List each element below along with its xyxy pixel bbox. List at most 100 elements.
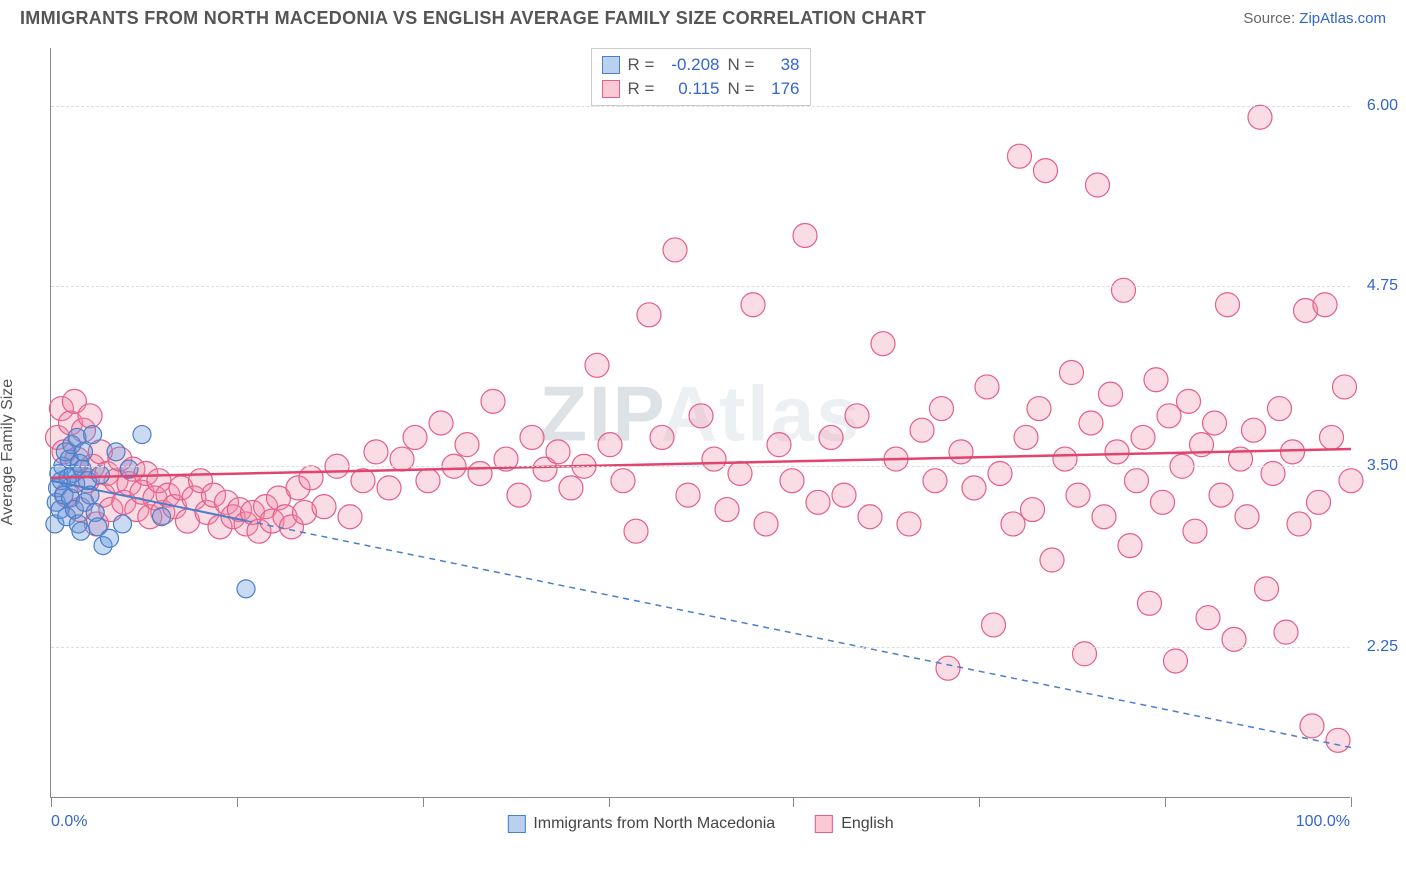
scatter-point — [585, 353, 609, 377]
scatter-point — [689, 404, 713, 428]
scatter-point — [377, 476, 401, 500]
y-axis-label: Average Family Size — [0, 379, 17, 525]
scatter-point — [237, 580, 255, 598]
scatter-point — [364, 440, 388, 464]
scatter-point — [559, 476, 583, 500]
scatter-point — [1339, 469, 1363, 493]
scatter-point — [845, 404, 869, 428]
legend-label-blue: Immigrants from North Macedonia — [533, 815, 775, 833]
scatter-point — [1320, 425, 1344, 449]
gridline — [51, 286, 1350, 287]
scatter-point — [650, 425, 674, 449]
source-attribution: Source: ZipAtlas.com — [1243, 10, 1386, 27]
chart-title: IMMIGRANTS FROM NORTH MACEDONIA VS ENGLI… — [20, 8, 926, 29]
scatter-point — [930, 397, 954, 421]
scatter-point — [416, 469, 440, 493]
scatter-point — [1105, 440, 1129, 464]
trend-line — [246, 521, 1351, 748]
x-tick — [51, 797, 52, 807]
scatter-point — [468, 461, 492, 485]
source-link[interactable]: ZipAtlas.com — [1299, 10, 1386, 27]
scatter-point — [1131, 425, 1155, 449]
scatter-point — [403, 425, 427, 449]
scatter-point — [75, 443, 93, 461]
n-label: N = — [728, 77, 756, 101]
correlation-legend: R = -0.208 N = 38 R = 0.115 N = 176 — [591, 48, 811, 106]
scatter-point — [780, 469, 804, 493]
scatter-point — [1177, 389, 1201, 413]
scatter-point — [897, 512, 921, 536]
scatter-point — [1281, 440, 1305, 464]
scatter-point — [975, 375, 999, 399]
scatter-point — [1183, 519, 1207, 543]
correlation-row-pink: R = 0.115 N = 176 — [602, 77, 800, 101]
scatter-point — [1157, 404, 1181, 428]
scatter-point — [107, 443, 125, 461]
scatter-point — [312, 495, 336, 519]
scatter-point — [988, 461, 1012, 485]
scatter-point — [114, 515, 132, 533]
scatter-point — [962, 476, 986, 500]
series-legend: Immigrants from North Macedonia English — [507, 815, 893, 833]
y-tick-label: 6.00 — [1367, 97, 1398, 115]
scatter-point — [299, 466, 323, 490]
chart-header: IMMIGRANTS FROM NORTH MACEDONIA VS ENGLI… — [0, 0, 1406, 33]
scatter-point — [1144, 368, 1168, 392]
scatter-point — [481, 389, 505, 413]
scatter-point — [1261, 461, 1285, 485]
scatter-point — [390, 447, 414, 471]
scatter-point — [936, 656, 960, 680]
scatter-point — [702, 447, 726, 471]
scatter-point — [611, 469, 635, 493]
gridline — [51, 106, 1350, 107]
scatter-point — [1300, 714, 1324, 738]
scatter-point — [1099, 382, 1123, 406]
scatter-point — [754, 512, 778, 536]
scatter-point — [1034, 159, 1058, 183]
n-value-pink: 176 — [764, 77, 800, 101]
scatter-point — [832, 483, 856, 507]
scatter-point — [1118, 534, 1142, 558]
scatter-point — [1255, 577, 1279, 601]
scatter-point — [429, 411, 453, 435]
x-axis-min-label: 0.0% — [51, 813, 87, 831]
scatter-point — [1040, 548, 1064, 572]
scatter-point — [1092, 505, 1116, 529]
scatter-point — [507, 483, 531, 507]
scatter-point — [133, 426, 151, 444]
r-value-blue: -0.208 — [664, 53, 720, 77]
x-tick — [1165, 797, 1166, 807]
scatter-point — [767, 433, 791, 457]
scatter-point — [78, 404, 102, 428]
x-tick — [609, 797, 610, 807]
scatter-point — [91, 466, 109, 484]
legend-item-blue: Immigrants from North Macedonia — [507, 815, 775, 833]
scatter-point — [715, 498, 739, 522]
x-tick — [1351, 797, 1352, 807]
scatter-point — [1008, 144, 1032, 168]
scatter-point — [1307, 490, 1331, 514]
x-tick — [793, 797, 794, 807]
scatter-point — [728, 461, 752, 485]
r-value-pink: 0.115 — [664, 77, 720, 101]
scatter-point — [663, 238, 687, 262]
scatter-point — [1196, 606, 1220, 630]
scatter-point — [982, 613, 1006, 637]
scatter-point — [1216, 293, 1240, 317]
scatter-point — [871, 332, 895, 356]
y-tick-label: 2.25 — [1367, 638, 1398, 656]
scatter-point — [598, 433, 622, 457]
scatter-point — [1001, 512, 1025, 536]
plot-area: ZIPAtlas R = -0.208 N = 38 R = 0.115 N =… — [50, 48, 1350, 798]
scatter-point — [1235, 505, 1259, 529]
scatter-point — [741, 293, 765, 317]
legend-swatch-blue — [602, 56, 620, 74]
scatter-point — [1326, 728, 1350, 752]
r-label: R = — [628, 53, 656, 77]
scatter-point — [1112, 278, 1136, 302]
scatter-point — [1248, 105, 1272, 129]
legend-label-pink: English — [841, 815, 893, 833]
scatter-point — [1222, 627, 1246, 651]
x-axis-max-label: 100.0% — [1296, 813, 1350, 831]
scatter-point — [455, 433, 479, 457]
